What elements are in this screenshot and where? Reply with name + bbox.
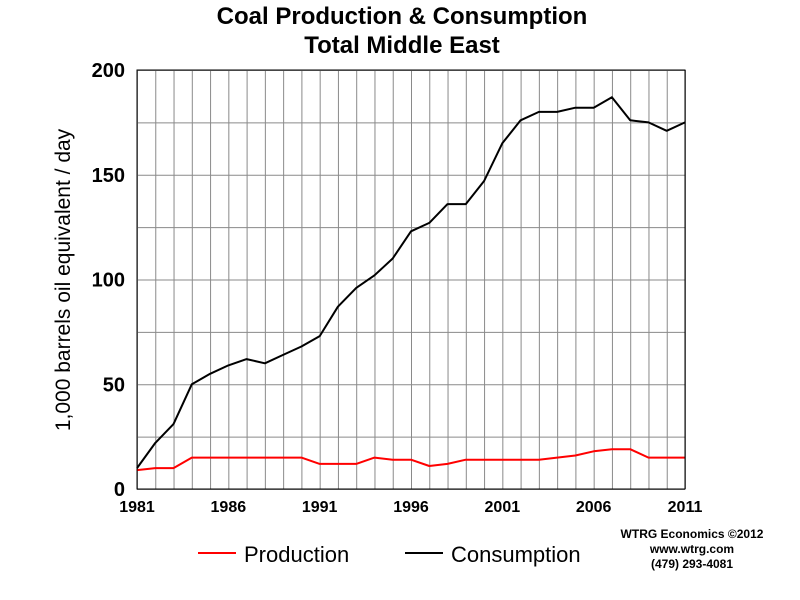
- credit-line-company: WTRG Economics ©2012: [621, 527, 764, 541]
- y-tick-label: 0: [114, 479, 125, 501]
- x-tick-label: 1991: [302, 499, 338, 516]
- credits: WTRG Economics ©2012 www.wtrg.com (479) …: [621, 527, 764, 571]
- y-tick-label: 50: [103, 374, 125, 396]
- legend: Production Consumption: [198, 542, 581, 567]
- plot-frame: [136, 69, 686, 490]
- chart-subtitle: Total Middle East: [304, 32, 500, 59]
- credit-line-website: www.wtrg.com: [649, 542, 734, 556]
- y-tick-label: 100: [92, 270, 125, 292]
- series-line-production: [136, 448, 685, 472]
- x-tick-label: 2006: [576, 499, 612, 516]
- x-tick-label: 1986: [211, 499, 247, 516]
- series-lines: [136, 96, 686, 472]
- grid-lines: [137, 70, 686, 490]
- y-tick-label: 200: [92, 60, 125, 82]
- credit-line-phone: (479) 293-4081: [651, 557, 733, 571]
- x-tick-label: 2001: [485, 499, 521, 516]
- y-axis-ticks: 0 50 100 150 200: [92, 60, 125, 501]
- series-line-consumption: [136, 96, 686, 469]
- chart-title: Coal Production & Consumption: [217, 3, 588, 30]
- x-tick-label: 1981: [119, 499, 155, 516]
- x-axis-ticks: 1981 1986 1991 1996 2001 2006 2011: [119, 499, 702, 516]
- x-tick-label: 2011: [668, 499, 703, 516]
- x-tick-label: 1996: [393, 499, 429, 516]
- y-axis-label: 1,000 barrels oil equivalent / day: [52, 128, 75, 431]
- y-tick-label: 150: [92, 165, 125, 187]
- legend-label-consumption: Consumption: [451, 542, 581, 567]
- legend-label-production: Production: [244, 542, 349, 567]
